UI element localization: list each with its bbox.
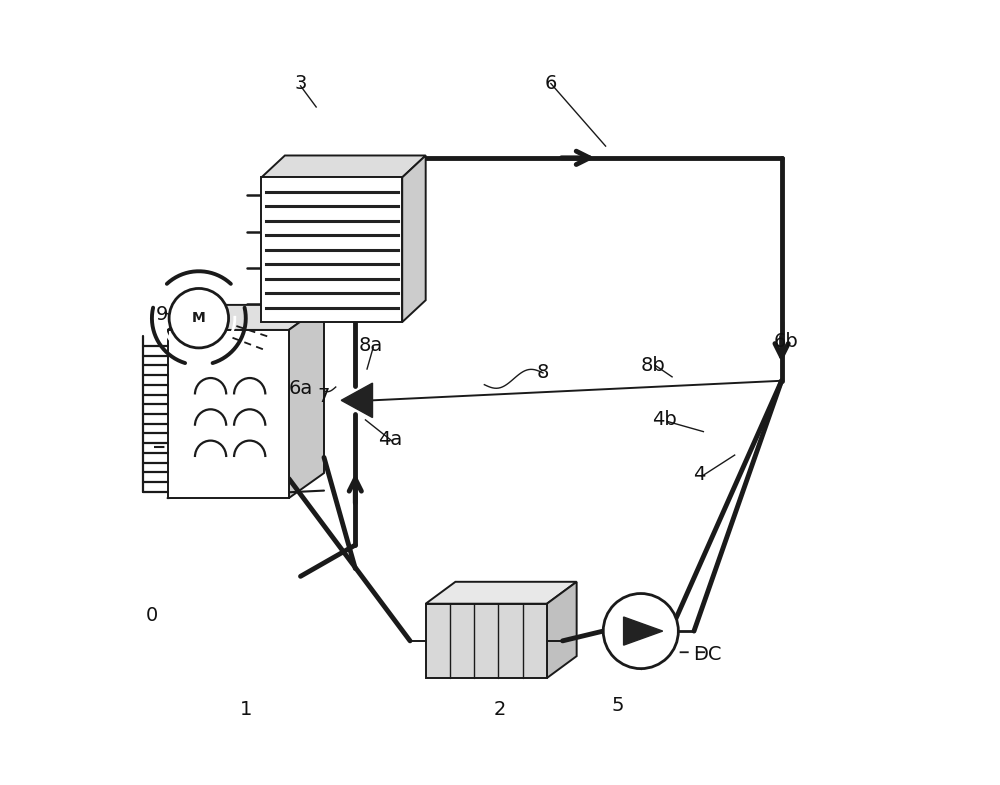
Text: 5: 5 [611, 696, 624, 715]
Text: 8a: 8a [359, 336, 383, 355]
Polygon shape [426, 604, 547, 678]
Polygon shape [426, 582, 577, 604]
Polygon shape [547, 582, 577, 678]
Text: 6: 6 [545, 74, 557, 93]
Text: M: M [192, 311, 206, 325]
Circle shape [603, 593, 678, 669]
Polygon shape [402, 155, 426, 322]
Polygon shape [624, 617, 663, 645]
Text: 3: 3 [294, 74, 307, 93]
Text: 0: 0 [146, 606, 158, 625]
Circle shape [169, 288, 229, 348]
Text: 1: 1 [240, 699, 252, 719]
Polygon shape [168, 330, 289, 498]
Text: 8b: 8b [640, 356, 665, 374]
Polygon shape [341, 383, 372, 418]
Text: 4: 4 [693, 466, 706, 484]
Text: 7: 7 [318, 387, 330, 406]
Text: 6a: 6a [288, 379, 313, 398]
Text: 9: 9 [156, 305, 168, 323]
Polygon shape [168, 305, 324, 330]
Text: 6b: 6b [773, 332, 798, 351]
Text: 4a: 4a [378, 430, 403, 449]
Text: DC: DC [693, 645, 722, 664]
Text: 4b: 4b [652, 411, 677, 429]
Polygon shape [261, 155, 426, 177]
Polygon shape [289, 305, 324, 498]
Polygon shape [261, 177, 402, 322]
Text: 2: 2 [494, 699, 506, 719]
Text: 8: 8 [537, 363, 549, 382]
